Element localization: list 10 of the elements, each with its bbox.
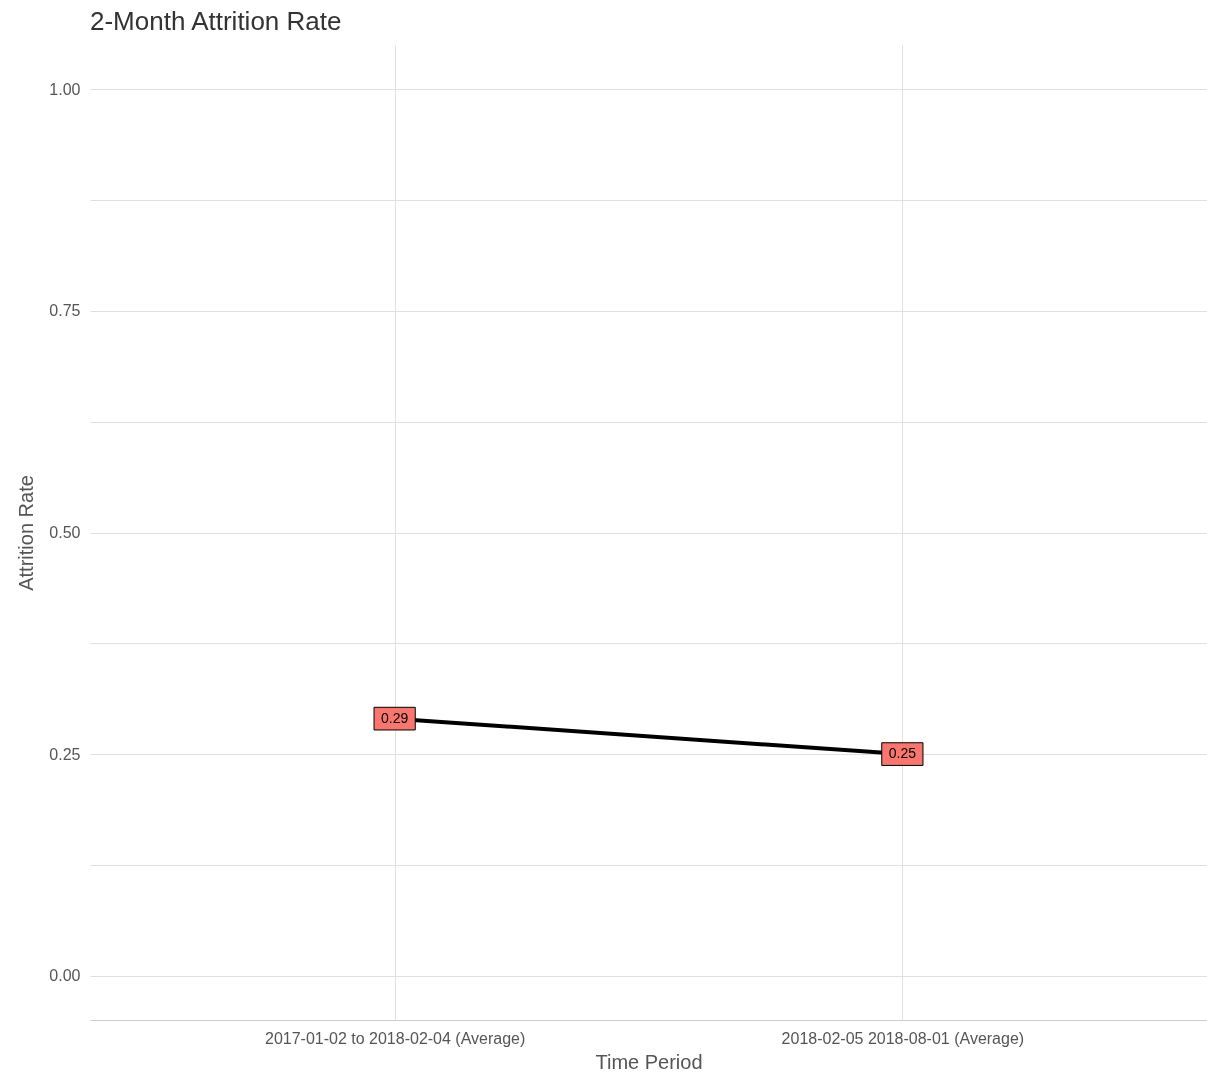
x-tick-label: 2017-01-02 to 2018-02-04 (Average) bbox=[264, 1029, 526, 1047]
y-tick-label: 0.25 bbox=[49, 745, 81, 763]
x-tick-label: 2018-02-05 2018-08-01 (Average) bbox=[781, 1029, 1025, 1047]
y-tick-label: 0.75 bbox=[49, 302, 81, 320]
y-tick-label: 0.00 bbox=[49, 967, 81, 985]
y-tick-label: 0.50 bbox=[49, 524, 81, 541]
y-tick-label: 1.00 bbox=[49, 80, 81, 98]
y-axis-title: Attrition Rate bbox=[15, 475, 38, 591]
chart-title: 2-Month Attrition Rate bbox=[90, 6, 342, 36]
x-axis-title: Time Period bbox=[595, 1050, 703, 1073]
